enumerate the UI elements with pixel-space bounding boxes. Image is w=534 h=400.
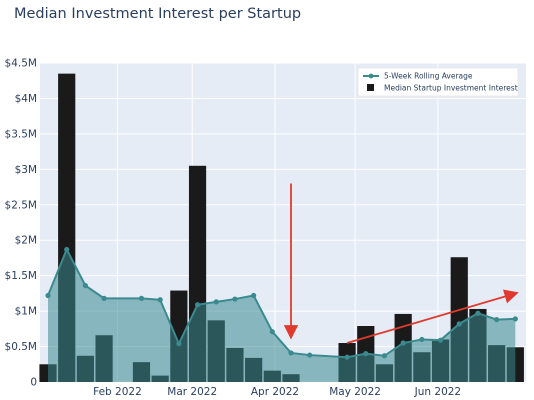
rolling-average-point xyxy=(101,295,107,301)
rolling-average-point xyxy=(456,321,462,327)
x-tick-label: Jun 2022 xyxy=(414,386,461,398)
x-tick-label: May 2022 xyxy=(329,386,381,398)
rolling-average-point xyxy=(251,292,257,299)
legend-label-rolling-average: 5-Week Rolling Average xyxy=(384,72,473,81)
rolling-average-point xyxy=(176,341,182,347)
rolling-average-point xyxy=(307,352,313,358)
x-tick-label: Apr 2022 xyxy=(251,386,299,398)
x-tick-label: Feb 2022 xyxy=(93,386,142,398)
rolling-average-point xyxy=(475,310,481,316)
rolling-average-point xyxy=(232,296,238,302)
rolling-average-point xyxy=(213,299,219,305)
chart-title: Median Investment Interest per Startup xyxy=(14,6,302,22)
rolling-average-point xyxy=(419,336,425,343)
y-tick-label: $1M xyxy=(15,306,37,318)
rolling-average-area xyxy=(48,249,516,382)
rolling-average-line xyxy=(47,247,516,359)
rolling-average-point xyxy=(269,329,275,335)
rolling-average-point xyxy=(64,246,70,253)
y-tick-label: $4.5M xyxy=(5,58,37,70)
rolling-average-point xyxy=(45,292,51,299)
rolling-average-point xyxy=(437,337,444,343)
y-tick-label: $1.5M xyxy=(5,270,37,282)
rolling-average-point xyxy=(400,340,406,346)
trend-arrow xyxy=(346,289,519,344)
y-tick-label: $3.5M xyxy=(5,128,37,140)
rolling-average-point xyxy=(494,317,500,323)
y-tick-label: $4M xyxy=(15,93,37,105)
rolling-average-point xyxy=(512,316,518,322)
rolling-average-point xyxy=(381,353,388,359)
legend-point-swatch xyxy=(368,73,374,79)
legend-bar-swatch xyxy=(367,84,374,91)
rolling-average-point xyxy=(288,350,294,356)
rolling-average-point xyxy=(157,297,163,303)
rolling-average-point xyxy=(82,282,88,289)
y-tick-label: $2.5M xyxy=(5,199,37,211)
rolling-average-point xyxy=(194,302,201,308)
y-tick-label: $3M xyxy=(15,164,37,176)
y-tick-label: $0.5M xyxy=(5,341,37,353)
rolling-average-point xyxy=(363,351,369,357)
legend-box xyxy=(357,67,519,97)
legend-label-median: Median Startup Investment Interest xyxy=(384,84,518,93)
rolling-average-point xyxy=(344,354,350,360)
y-tick-label: $2M xyxy=(15,235,37,247)
x-tick-label: Mar 2022 xyxy=(167,386,217,398)
rolling-average-point xyxy=(138,295,145,301)
y-tick-label: 0 xyxy=(30,377,37,389)
